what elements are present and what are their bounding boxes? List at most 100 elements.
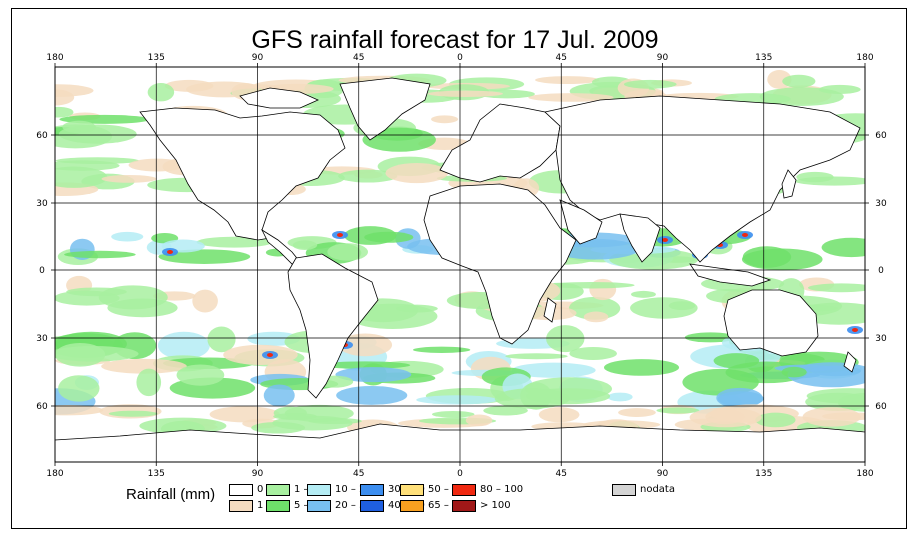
rain-blob bbox=[416, 395, 498, 405]
rain-blob bbox=[338, 333, 393, 357]
rain-blob bbox=[821, 237, 865, 258]
rain-blob bbox=[327, 243, 369, 261]
rain-blob bbox=[742, 246, 792, 268]
legend-swatch bbox=[307, 484, 331, 496]
legend-swatch bbox=[360, 484, 384, 496]
rain-blob bbox=[263, 384, 295, 407]
rain-blob bbox=[782, 74, 816, 88]
rain-blob bbox=[662, 238, 668, 242]
legend-swatch bbox=[307, 500, 331, 512]
legend-swatch bbox=[400, 500, 424, 512]
rain-blob bbox=[807, 283, 865, 293]
legend-label: 50 – 65 bbox=[428, 484, 465, 495]
legend-swatch bbox=[266, 484, 290, 496]
lon-tick-label: 180 bbox=[856, 469, 873, 479]
madagascar bbox=[543, 297, 557, 323]
rain-blob bbox=[98, 285, 168, 310]
rain-blob bbox=[223, 344, 298, 365]
lon-tick-label: 90 bbox=[657, 53, 669, 63]
legend-title: Rainfall (mm) bbox=[126, 486, 216, 503]
rain-blob bbox=[292, 240, 318, 250]
lon-tick-label: 45 bbox=[353, 53, 364, 63]
longitude-labels-top: 180 135 90 45 0 45 90 135 180 bbox=[46, 53, 873, 63]
rain-blob bbox=[431, 115, 459, 124]
rain-blob bbox=[338, 169, 398, 183]
rain-blob bbox=[157, 331, 210, 360]
lat-tick-label: 0 bbox=[39, 266, 45, 276]
rain-blob bbox=[568, 296, 621, 320]
rain-blob bbox=[465, 414, 493, 427]
japan bbox=[781, 169, 797, 199]
rain-blob bbox=[55, 106, 74, 118]
rain-blob bbox=[483, 405, 528, 416]
rain-blob bbox=[520, 382, 552, 410]
lat-tick-label: 30 bbox=[875, 199, 887, 209]
india bbox=[619, 213, 661, 263]
lon-tick-label: 0 bbox=[457, 469, 463, 479]
rain-blob bbox=[806, 388, 865, 404]
arabia bbox=[559, 199, 603, 245]
rain-blob bbox=[147, 83, 175, 102]
australia bbox=[723, 289, 819, 357]
latitude-labels-right: 60 30 0 30 60 bbox=[875, 131, 887, 412]
rain-blob bbox=[267, 353, 273, 357]
south-america bbox=[287, 253, 379, 399]
rain-blob bbox=[852, 328, 858, 332]
latitude-labels-left: 60 30 0 30 60 bbox=[36, 131, 48, 412]
rain-blob bbox=[716, 387, 763, 409]
rain-blob bbox=[607, 392, 633, 402]
rain-blob bbox=[101, 358, 187, 374]
lon-tick-label: 180 bbox=[856, 53, 873, 63]
lat-tick-label: 30 bbox=[36, 199, 48, 209]
longitude-labels-bottom: 180 135 90 45 0 45 90 135 180 bbox=[46, 469, 873, 479]
rain-blob bbox=[64, 250, 136, 259]
rain-blob bbox=[55, 346, 139, 362]
map-title: GFS rainfall forecast for 17 Jul. 2009 bbox=[251, 26, 659, 54]
rain-blob bbox=[528, 93, 614, 102]
rain-blob bbox=[55, 166, 108, 188]
rain-blob bbox=[337, 233, 343, 237]
rain-blob bbox=[158, 249, 251, 264]
rain-blob bbox=[251, 421, 306, 434]
africa bbox=[423, 183, 577, 345]
legend-swatch bbox=[452, 500, 476, 512]
lon-tick-label: 135 bbox=[755, 53, 772, 63]
legend-swatch bbox=[229, 500, 253, 512]
rain-blob bbox=[136, 368, 162, 397]
legend-label: 1 – 5 bbox=[294, 484, 318, 495]
lon-tick-label: 90 bbox=[252, 53, 264, 63]
rain-blob bbox=[344, 226, 397, 245]
asia bbox=[544, 95, 861, 263]
lon-tick-label: 0 bbox=[457, 53, 463, 63]
rain-blob bbox=[128, 158, 185, 172]
rain-blob bbox=[603, 359, 680, 376]
lon-tick-label: 180 bbox=[46, 469, 63, 479]
rain-blob bbox=[583, 311, 609, 323]
rain-blob bbox=[689, 407, 762, 428]
rain-blob bbox=[273, 406, 307, 420]
rain-blob bbox=[431, 411, 475, 418]
rain-blob bbox=[818, 84, 861, 95]
rain-blob bbox=[538, 407, 580, 423]
rain-blob bbox=[535, 76, 600, 84]
lat-tick-label: 60 bbox=[36, 131, 48, 141]
rain-blob bbox=[781, 366, 807, 378]
rain-blob bbox=[755, 412, 796, 428]
rain-blob bbox=[319, 361, 411, 369]
lon-tick-label: 135 bbox=[755, 469, 772, 479]
graticule bbox=[55, 67, 865, 462]
greenland bbox=[339, 77, 431, 141]
lon-tick-label: 180 bbox=[46, 53, 63, 63]
rain-blob bbox=[630, 297, 698, 319]
lat-tick-label: 60 bbox=[36, 402, 48, 412]
rain-blob bbox=[618, 408, 656, 417]
legend-swatch bbox=[452, 484, 476, 496]
lat-tick-label: 60 bbox=[875, 402, 887, 412]
rain-blob bbox=[412, 346, 471, 353]
rain-blob bbox=[58, 375, 100, 402]
legend-label: 10 – 20 bbox=[335, 484, 372, 495]
legend-label: 20 – 30 bbox=[335, 500, 372, 511]
arctic-islands bbox=[239, 87, 319, 109]
lon-tick-label: 135 bbox=[148, 53, 165, 63]
indonesia bbox=[689, 263, 772, 287]
